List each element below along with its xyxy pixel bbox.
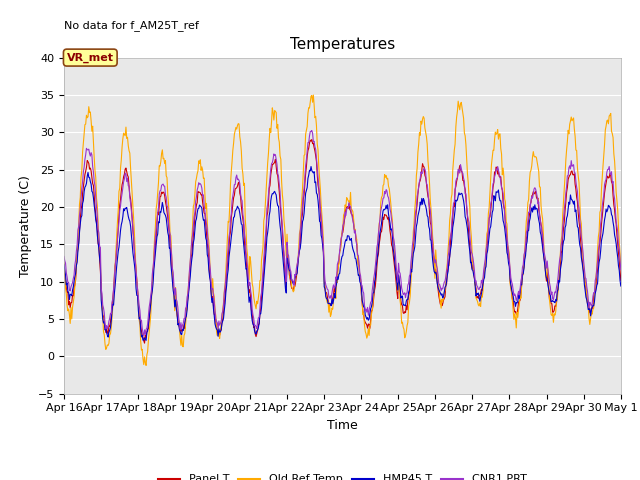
Panel T [428,236,436,242]
Panel T [141,340,148,346]
HMP45 T [142,337,150,343]
Old Ref Temp [214,323,222,329]
X-axis label: Time: Time [327,419,358,432]
HMP45 T [307,164,315,169]
Old Ref Temp [185,280,193,286]
Panel T [185,286,193,292]
Panel T [617,277,625,283]
Text: VR_met: VR_met [67,52,114,63]
Old Ref Temp [127,178,135,184]
HMP45 T [428,247,436,252]
CNR1 PRT [185,281,193,287]
Old Ref Temp [142,362,150,368]
Panel T [412,216,419,221]
Legend: Panel T, Old Ref Temp, HMP45 T, CNR1 PRT: Panel T, Old Ref Temp, HMP45 T, CNR1 PRT [153,470,532,480]
Line: HMP45 T: HMP45 T [64,167,621,340]
Panel T [308,137,316,143]
HMP45 T [617,283,625,289]
CNR1 PRT [140,333,148,339]
Title: Temperatures: Temperatures [290,37,395,52]
HMP45 T [185,289,193,295]
CNR1 PRT [428,232,436,238]
CNR1 PRT [70,272,78,278]
CNR1 PRT [127,207,135,213]
CNR1 PRT [60,253,68,259]
Old Ref Temp [70,294,78,300]
Old Ref Temp [60,260,68,266]
CNR1 PRT [308,128,316,133]
HMP45 T [127,232,135,238]
Old Ref Temp [310,92,317,98]
CNR1 PRT [412,209,419,215]
Old Ref Temp [412,197,419,203]
Old Ref Temp [617,265,625,271]
Line: CNR1 PRT: CNR1 PRT [64,131,621,336]
HMP45 T [60,262,68,267]
CNR1 PRT [617,266,625,272]
Y-axis label: Temperature (C): Temperature (C) [19,175,33,276]
HMP45 T [70,278,78,284]
Panel T [127,204,135,210]
Line: Old Ref Temp: Old Ref Temp [64,95,621,365]
Old Ref Temp [428,219,436,225]
HMP45 T [214,334,222,339]
Line: Panel T: Panel T [64,140,621,343]
HMP45 T [412,234,419,240]
Panel T [60,268,68,274]
CNR1 PRT [214,326,222,332]
Panel T [214,331,222,336]
Panel T [70,285,78,290]
Text: No data for f_AM25T_ref: No data for f_AM25T_ref [64,20,199,31]
